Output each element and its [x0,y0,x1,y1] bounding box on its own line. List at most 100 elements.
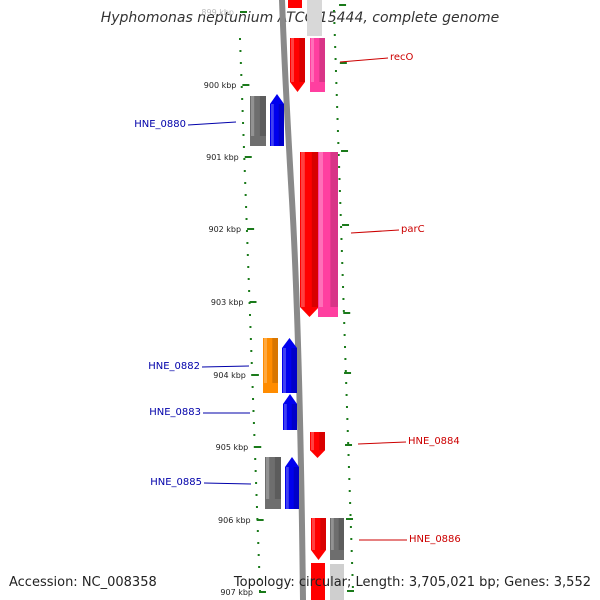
tick-dot [245,218,248,220]
tick-dot [335,94,338,96]
gene-parc[interactable] [300,152,319,317]
gene-feature-7-shade [272,338,278,383]
gene-hne-0884-highlight [311,432,314,451]
tick-dot [254,470,257,472]
gene-feature-13[interactable] [330,518,344,560]
gene-label-reco[interactable]: recO [390,52,414,63]
gene-feature-1[interactable] [310,38,325,92]
scale-tick [254,446,262,448]
tick-dot [252,398,255,400]
gene-label-hne-0883[interactable]: HNE_0883 [149,407,201,418]
gene-hne-0880[interactable] [270,94,284,146]
gene-hne-0885-shade [293,467,299,509]
tick-dot [250,362,253,364]
gene-feature-13-highlight [331,518,334,550]
gene-label-hne-0884[interactable]: HNE_0884 [408,436,460,447]
gene-hne-0884-shade [319,432,325,451]
gene-hne-0884[interactable] [310,432,325,458]
gene-hne-0883[interactable] [283,394,297,430]
scale-tick [339,62,347,64]
gene-feature-5[interactable] [318,152,338,317]
tick-dot [249,338,252,340]
tick-dot [258,566,261,568]
tick-dot [342,298,345,300]
tick-dot [245,206,248,208]
tick-dot [256,530,259,532]
tick-dot [242,146,245,148]
tick-dot [245,230,248,232]
tick-dot [348,490,351,492]
tick-dot [350,550,353,552]
gene-reco[interactable] [290,38,305,92]
gene-label-hne-0882[interactable]: HNE_0882 [148,361,200,372]
gene-label-hne-0882-leader [201,365,250,368]
tick-dot [344,358,347,360]
scale-label: 900 kbp [204,81,237,90]
topology-text: Topology: circular; Length: 3,705,021 bp… [233,575,591,590]
tick-dot [334,58,337,60]
scale-tick [346,518,354,520]
gene-reco-shade [299,38,305,82]
scale-tick [249,301,257,303]
gene-parc-shade [311,152,319,307]
gene-feature-1-shade [319,38,325,82]
gene-feature-3-highlight [251,96,255,136]
gene-hne-0880-highlight [271,104,274,146]
gene-feature-5-shade [330,152,338,307]
tick-dot [347,454,350,456]
tick-dot [351,562,354,564]
tick-dot [336,130,339,132]
tick-dot [257,542,260,544]
gene-label-hne-0886[interactable]: HNE_0886 [409,534,461,545]
tick-dot [339,202,342,204]
tick-dot [243,158,246,160]
scale-tick [251,374,259,376]
gene-feature-11[interactable] [265,457,281,509]
gene-hne-0883-highlight [284,404,287,430]
scale-label: 906 kbp [218,516,251,525]
tick-dot [258,578,261,580]
gene-label-hne-0880-leader [187,121,237,126]
map-title: Hyphomonas neptunium ATCC 15444, complet… [100,10,500,26]
tick-dot [255,494,258,496]
gene-fragment-bottom [311,563,325,600]
tick-dot [338,178,341,180]
tick-dot [249,326,252,328]
tick-dot [338,190,341,192]
tick-dot [242,134,245,136]
tick-dot [252,422,255,424]
tick-dot [343,322,346,324]
scale-label: 903 kbp [211,298,244,307]
tick-dot [349,514,352,516]
gene-label-parc[interactable]: parC [401,224,425,235]
gene-label-hne-0885[interactable]: HNE_0885 [150,477,202,488]
gene-feature-5-highlight [319,152,323,307]
tick-dot [349,526,352,528]
tick-dot [257,554,260,556]
tick-dot [250,350,253,352]
tick-dot [346,430,349,432]
gene-fragment-top [307,0,322,36]
gene-hne-0886[interactable] [311,518,326,560]
gene-label-hne-0880[interactable]: HNE_0880 [134,119,186,130]
gene-feature-13-shade [338,518,344,550]
tick-dot [254,458,257,460]
genome-backbone [279,0,306,600]
tick-dot [333,10,335,12]
tick-dot [342,310,345,312]
tick-dot [341,262,344,264]
gene-hne-0885[interactable] [285,457,299,509]
tick-dot [347,442,350,444]
gene-feature-7[interactable] [263,338,278,393]
gene-fragment-top [288,0,302,8]
gene-hne-0882[interactable] [282,338,297,393]
tick-dot [247,278,250,280]
gene-hne-0880-shade [278,104,284,146]
scale-tick [344,372,352,374]
tick-dot [349,502,352,504]
scale-label: 907 kbp [220,588,253,597]
tick-dot [347,466,350,468]
gene-feature-3[interactable] [250,96,266,146]
gene-label-hne-0885-leader [203,482,252,485]
tick-dot [333,22,336,24]
